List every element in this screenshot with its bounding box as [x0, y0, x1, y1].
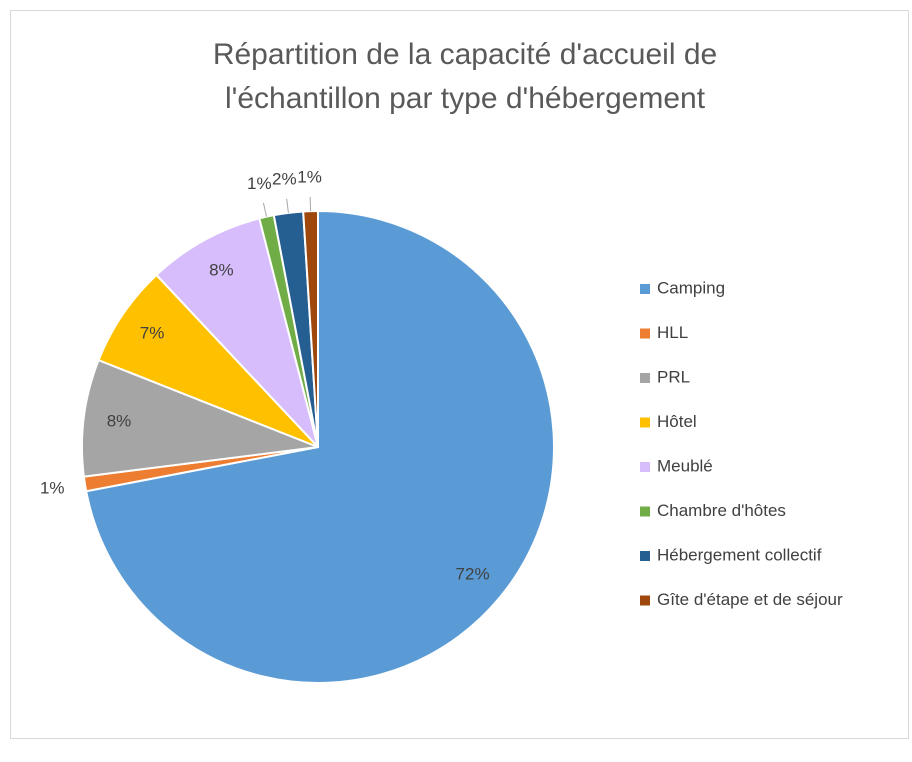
leader-line	[286, 198, 289, 213]
legend-label: Gîte d'étape et de séjour	[657, 590, 843, 609]
data-label: 8%	[107, 411, 132, 430]
data-label: 1%	[247, 174, 272, 193]
legend-label: Hôtel	[657, 412, 697, 431]
legend-label: Meublé	[657, 456, 713, 475]
legend-swatch	[640, 595, 650, 606]
legend-swatch	[640, 506, 650, 517]
pie-slice	[97, 273, 319, 448]
data-label: 72%	[456, 564, 490, 583]
data-label: 1%	[297, 168, 322, 187]
legend-label: Camping	[657, 278, 725, 297]
chart-title: l'échantillon par type d'hébergement	[225, 82, 706, 115]
legend-swatch	[640, 373, 650, 383]
data-label: 7%	[140, 324, 165, 343]
legend-label: Chambre d'hôtes	[657, 501, 786, 520]
legend-label: HLL	[657, 323, 688, 342]
legend-swatch	[640, 417, 650, 428]
data-label: 1%	[40, 479, 65, 498]
leader-line	[262, 202, 268, 217]
legend-label: PRL	[657, 367, 690, 386]
legend-swatch	[640, 551, 650, 561]
legend-label: Hébergement collectif	[657, 545, 822, 564]
legend-swatch	[640, 462, 650, 472]
pie-slice	[302, 209, 319, 448]
pie-slice	[155, 217, 319, 448]
chart-title: Répartition de la capacité d'accueil de	[213, 38, 717, 71]
data-label: 2%	[272, 170, 297, 189]
legend-swatch	[640, 328, 650, 339]
legend-swatch	[640, 284, 650, 294]
data-label: 8%	[209, 261, 234, 280]
pie-slice	[81, 358, 319, 478]
pie-slice	[85, 209, 555, 684]
